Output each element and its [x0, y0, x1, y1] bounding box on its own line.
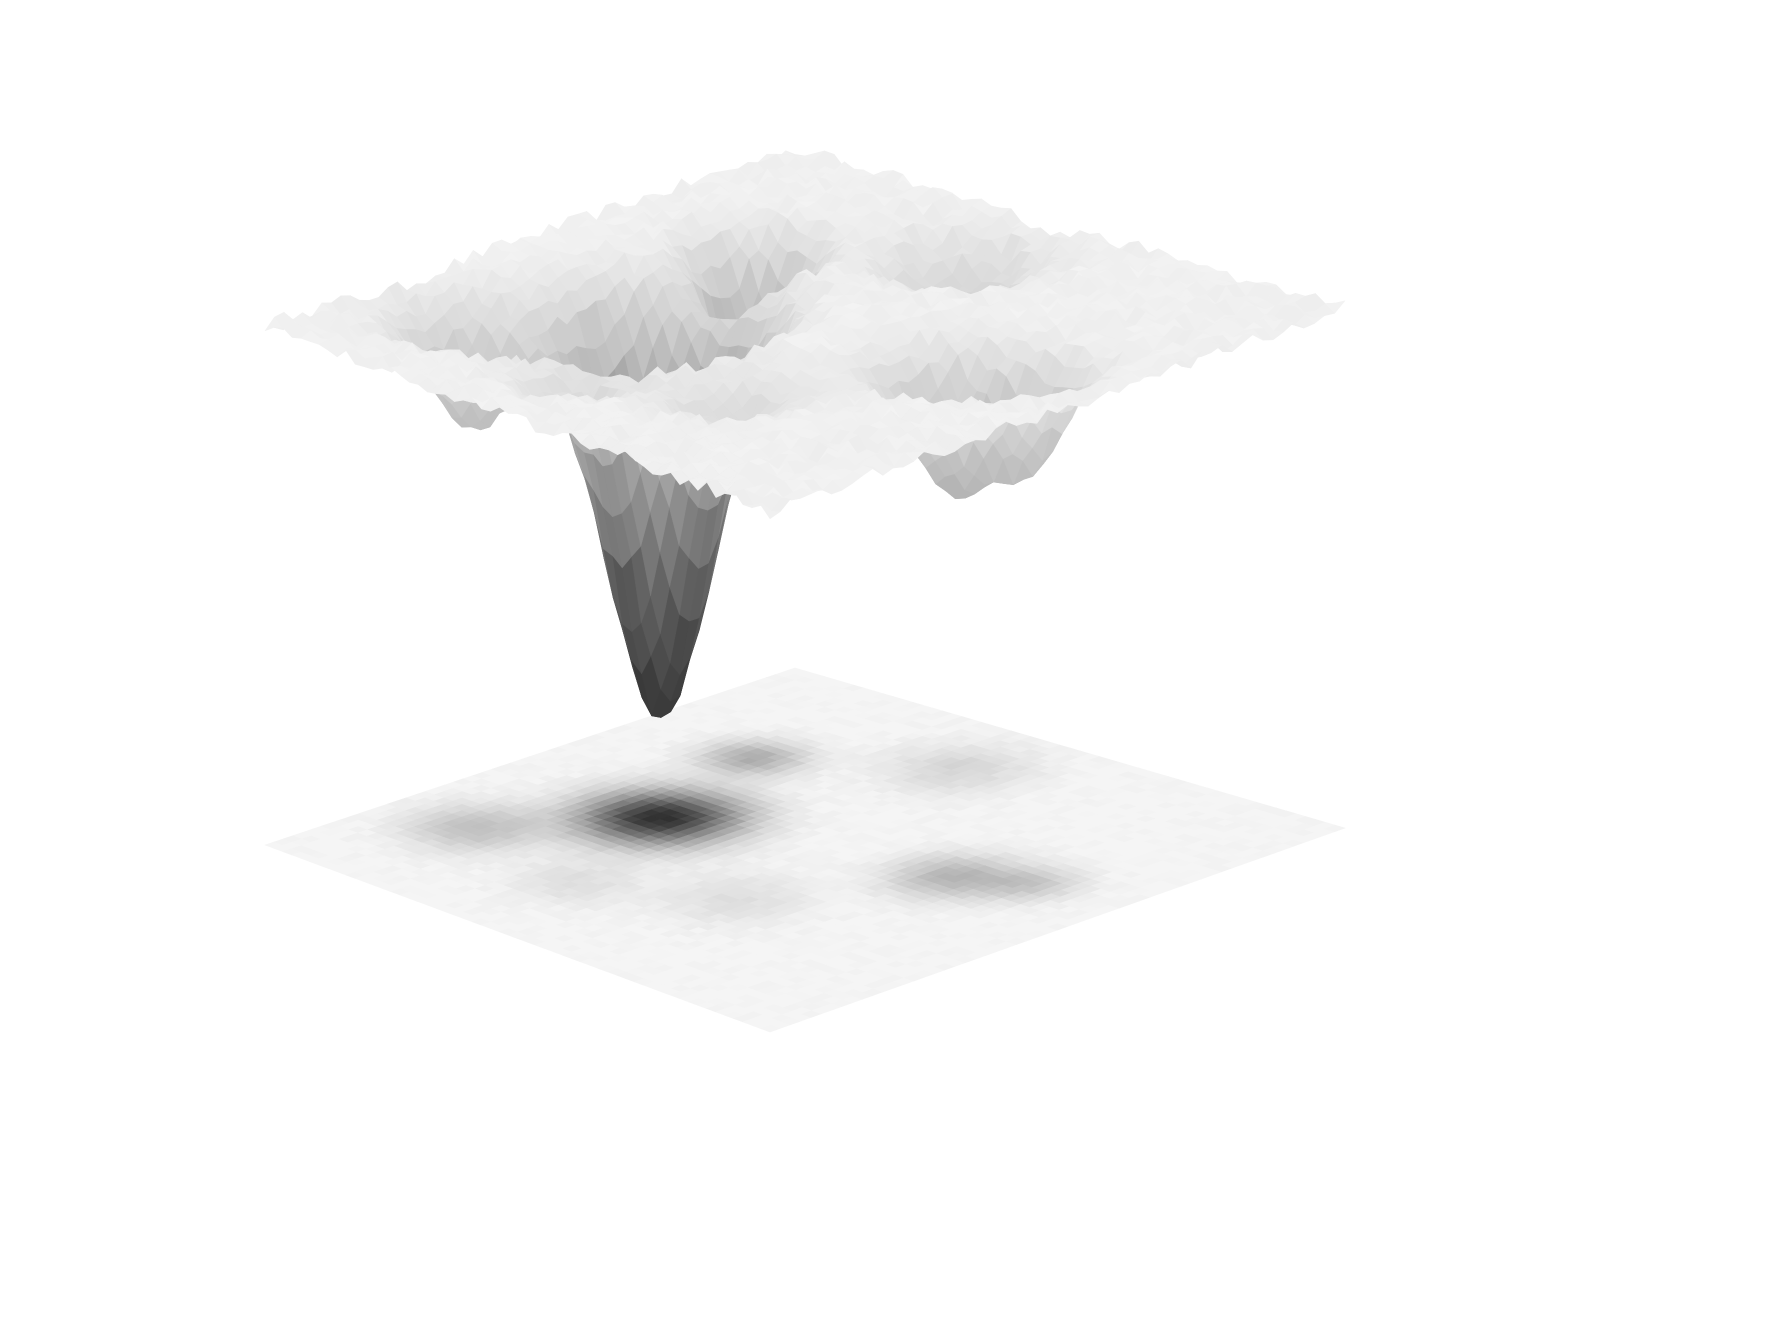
surface-mesh — [264, 150, 1346, 719]
floor-heatmap-projection — [264, 667, 1346, 1033]
